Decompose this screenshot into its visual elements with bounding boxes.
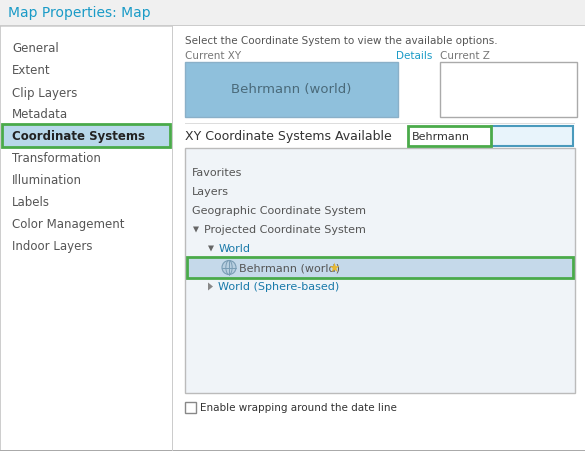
Text: Behrmann (world): Behrmann (world): [239, 263, 340, 273]
Text: XY Coordinate Systems Available: XY Coordinate Systems Available: [185, 130, 392, 143]
Text: General: General: [12, 42, 58, 55]
Bar: [185, 63, 398, 118]
Text: Current XY: Current XY: [185, 51, 241, 61]
Bar: [491, 127, 573, 147]
Text: Layers: Layers: [192, 187, 229, 197]
Text: Select the Coordinate System to view the available options.: Select the Coordinate System to view the…: [185, 36, 498, 46]
Text: Details: Details: [396, 51, 432, 61]
Text: Current Z: Current Z: [440, 51, 490, 61]
Bar: [185, 124, 575, 125]
Text: Favorites: Favorites: [192, 168, 242, 178]
Bar: [187, 258, 573, 278]
Polygon shape: [193, 227, 199, 233]
Text: Metadata: Metadata: [12, 108, 68, 121]
Bar: [0, 0, 585, 26]
Text: Extent: Extent: [12, 64, 51, 77]
Text: Labels: Labels: [12, 196, 50, 209]
Circle shape: [222, 261, 236, 275]
Bar: [0, 26, 585, 27]
Text: Clip Layers: Clip Layers: [12, 86, 77, 99]
Text: World: World: [219, 244, 251, 254]
Text: Transformation: Transformation: [12, 152, 101, 165]
Polygon shape: [208, 283, 213, 291]
Bar: [2, 125, 170, 147]
Bar: [172, 27, 173, 451]
Bar: [173, 27, 585, 451]
Bar: [0, 27, 172, 451]
Text: Behrmann (world): Behrmann (world): [231, 83, 351, 96]
Text: Projected Coordinate System: Projected Coordinate System: [204, 225, 366, 235]
Text: World (Sphere-based): World (Sphere-based): [218, 282, 339, 292]
Text: Illumination: Illumination: [12, 174, 82, 187]
Bar: [440, 63, 577, 118]
Text: Enable wrapping around the date line: Enable wrapping around the date line: [200, 402, 397, 412]
Text: Color Management: Color Management: [12, 218, 125, 231]
Bar: [408, 127, 491, 147]
Bar: [185, 149, 575, 393]
Text: Geographic Coordinate System: Geographic Coordinate System: [192, 206, 366, 216]
Polygon shape: [208, 246, 214, 252]
Text: Coordinate Systems: Coordinate Systems: [12, 130, 145, 143]
Text: Indoor Layers: Indoor Layers: [12, 240, 92, 253]
Bar: [185, 402, 196, 413]
Bar: [0, 450, 585, 451]
Text: Map Properties: Map: Map Properties: Map: [8, 6, 150, 20]
Text: ★: ★: [328, 262, 339, 274]
Text: Behrmann: Behrmann: [412, 132, 470, 142]
